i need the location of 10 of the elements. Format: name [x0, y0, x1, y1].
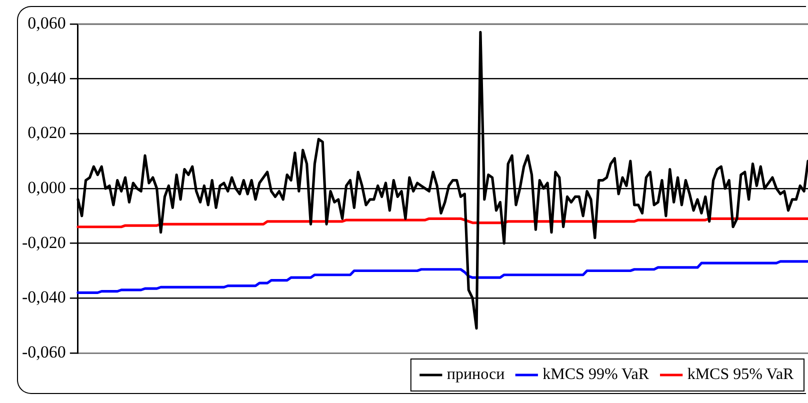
legend-label: kMCS 99% VaR	[542, 366, 650, 384]
y-tick-label: -0,040	[22, 288, 66, 307]
y-tick-label: 0,020	[28, 123, 66, 142]
y-tick-label: 0,000	[28, 178, 66, 197]
y-tick-label: -0,060	[22, 342, 66, 362]
y-tick-label: -0,020	[22, 232, 66, 252]
y-tick-label: 0,060	[28, 13, 66, 32]
y-tick-label: 0,040	[28, 68, 66, 88]
legend-label: kMCS 95% VaR	[687, 366, 794, 384]
legend-label: приноси	[446, 366, 506, 384]
